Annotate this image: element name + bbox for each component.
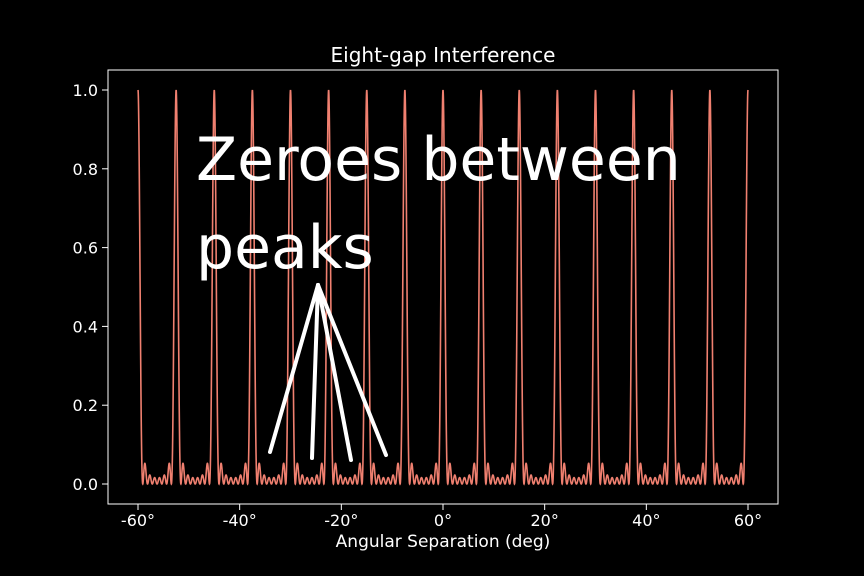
interference-curve xyxy=(137,89,749,486)
x-tick-label: -20° xyxy=(324,511,358,530)
annotation-pointer-line xyxy=(310,283,320,460)
y-tick-label: 1.0 xyxy=(73,81,98,100)
y-tick-label: 0.8 xyxy=(73,160,98,179)
x-axis-label: Angular Separation (deg) xyxy=(336,532,551,552)
annotation-pointer-line xyxy=(316,283,353,462)
y-tick-label: 0.0 xyxy=(73,475,98,494)
x-axis-ticks: -60° -40° -20° 0° 20° 40° 60° xyxy=(121,504,762,530)
annotation-text-line-1: Zeroes between xyxy=(196,125,681,195)
x-tick-label: 20° xyxy=(530,511,558,530)
chart-title: Eight-gap Interference xyxy=(331,43,556,67)
annotation-group: Zeroes between peaks xyxy=(196,125,681,462)
x-tick-label: 40° xyxy=(632,511,660,530)
y-tick-label: 0.2 xyxy=(73,396,98,415)
x-tick-label: -40° xyxy=(223,511,257,530)
annotation-text-line-2: peaks xyxy=(196,213,374,283)
y-tick-label: 0.6 xyxy=(73,239,98,258)
x-tick-label: -60° xyxy=(121,511,155,530)
y-axis-ticks: 0.0 0.2 0.4 0.6 0.8 1.0 xyxy=(73,81,108,494)
annotation-pointer-line xyxy=(316,283,388,457)
x-tick-label: 60° xyxy=(734,511,762,530)
y-tick-label: 0.4 xyxy=(73,317,98,336)
plot-line-group xyxy=(137,89,749,486)
x-tick-label: 0° xyxy=(434,511,452,530)
annotation-pointer-line xyxy=(268,283,320,454)
